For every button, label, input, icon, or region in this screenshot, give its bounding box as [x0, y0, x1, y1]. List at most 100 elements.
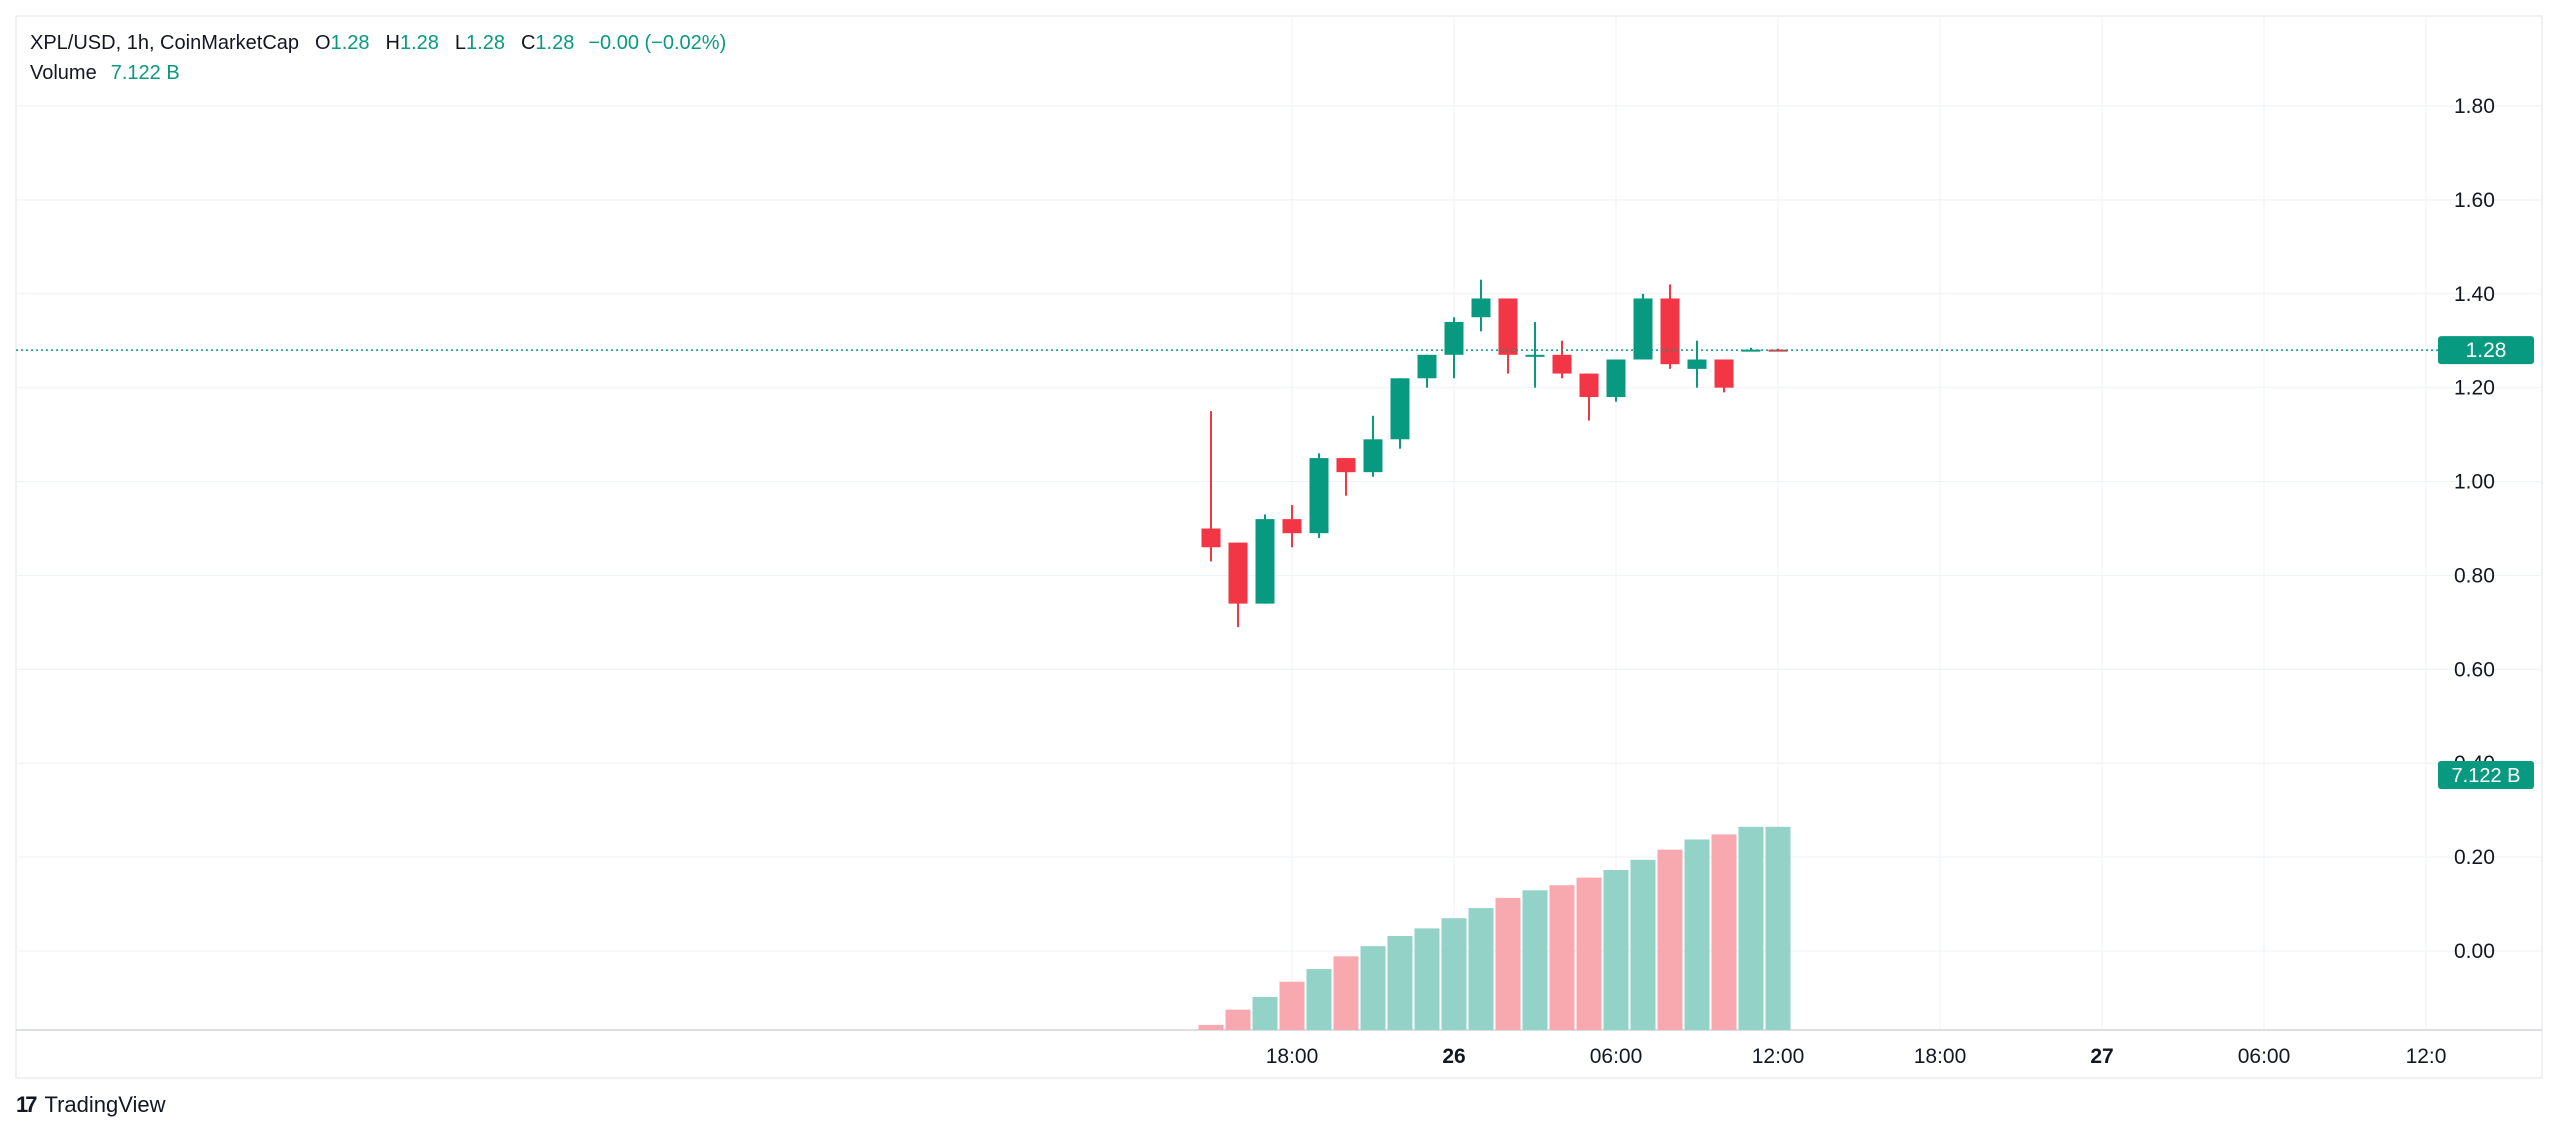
x-tick-label: 12:00: [1752, 1045, 1805, 1068]
volume-bar: [1198, 1024, 1224, 1030]
y-tick-label: 1.20: [2454, 377, 2495, 400]
candle: [1417, 354, 1437, 388]
volume-bar: [1306, 969, 1332, 1030]
x-tick-label: 18:00: [1914, 1045, 1967, 1068]
x-tick-label: 12:0: [2406, 1045, 2447, 1068]
candle: [1228, 542, 1248, 628]
candle: [1579, 373, 1599, 421]
y-tick-label: 0.80: [2454, 564, 2495, 587]
close-value: 1.28: [535, 32, 575, 54]
volume-bar: [1522, 890, 1548, 1030]
x-tick-label: 26: [1442, 1045, 1465, 1068]
low-label: L: [454, 32, 467, 54]
candle-body: [1579, 373, 1599, 398]
y-tick-label: 1.60: [2454, 189, 2495, 212]
candle: [1498, 298, 1518, 374]
price-axis[interactable]: 1.801.601.401.201.000.800.600.400.200.00: [2454, 95, 2495, 963]
change-value: −0.00 (−0.02%): [588, 32, 727, 54]
time-axis[interactable]: 18:00 26 06:00 12:00 18:00 27 06:00 12:0: [1266, 1045, 2447, 1068]
volume-bar: [1441, 918, 1467, 1030]
candle: [1255, 514, 1275, 604]
volume-bar: [1549, 885, 1575, 1030]
candle-body: [1471, 298, 1491, 318]
candle: [1606, 359, 1626, 402]
volume-bar: [1603, 869, 1629, 1030]
volume-bar: [1279, 981, 1305, 1030]
volume-bar: [1630, 859, 1656, 1030]
last-price-badge: 1.28: [2438, 336, 2534, 365]
candle: [1471, 279, 1491, 332]
y-tick-label: 1.00: [2454, 471, 2495, 494]
volume-bar: [1711, 834, 1737, 1030]
chart-frame: [15, 15, 2543, 1079]
ohlc-row: XPL/USD, 1h, CoinMarketCap O 1.28 H 1.28 L…: [30, 28, 726, 58]
candle: [1282, 505, 1302, 548]
last-volume-badge: 7.122 B: [2438, 761, 2534, 789]
candle-body: [1498, 298, 1518, 355]
candle-body: [1525, 354, 1545, 357]
candle: [1525, 321, 1545, 388]
candle: [1201, 411, 1221, 562]
candle-body: [1201, 528, 1221, 548]
high-label: H: [385, 32, 400, 54]
volume-bar: [1360, 946, 1386, 1030]
volume-bar: [1252, 996, 1278, 1030]
candle-body: [1714, 359, 1734, 388]
volume-bar: [1684, 839, 1710, 1030]
volume-bar: [1738, 826, 1764, 1030]
candle-body: [1255, 519, 1275, 604]
last-price-badge-text: 1.28: [2466, 339, 2507, 362]
candles: [1201, 279, 1788, 628]
volume-bar: [1468, 908, 1494, 1030]
candle: [1633, 293, 1653, 360]
x-tick-label: 27: [2090, 1045, 2113, 1068]
candle-body: [1363, 439, 1383, 473]
y-tick-label: 0.60: [2454, 658, 2495, 681]
open-label: O: [315, 32, 331, 54]
last-volume-badge-text: 7.122 B: [2452, 765, 2521, 787]
volume-bars: [1198, 826, 1791, 1030]
volume-value: 7.122 B: [110, 62, 180, 84]
low-value: 1.28: [466, 32, 505, 54]
tradingview-logo-text: TradingView: [44, 1092, 166, 1117]
candle: [1309, 453, 1329, 538]
axis-badges: 1.28 7.122 B: [2438, 336, 2534, 789]
candle-body: [1417, 354, 1437, 379]
candle: [1336, 458, 1356, 496]
volume-label[interactable]: Volume: [30, 62, 97, 84]
volume-bar: [1333, 956, 1359, 1030]
volume-bar: [1495, 897, 1521, 1030]
candle: [1390, 378, 1410, 449]
last-price-badge-bg: [2438, 336, 2534, 365]
last-volume-badge-bg: [2438, 761, 2534, 789]
y-tick-label: 0.20: [2454, 846, 2495, 869]
grid: [15, 15, 2543, 1079]
candle: [1444, 317, 1464, 379]
volume-row: Volume 7.122 B: [30, 58, 726, 88]
candle-body: [1336, 458, 1356, 473]
open-value: 1.28: [330, 32, 370, 54]
candle-body: [1633, 298, 1653, 360]
tradingview-logo-icon: 17: [16, 1092, 38, 1117]
symbol-title[interactable]: XPL/USD, 1h, CoinMarketCap: [30, 32, 300, 54]
candle-body: [1309, 458, 1329, 534]
candle: [1687, 340, 1707, 388]
y-tick-label: 1.40: [2454, 283, 2495, 306]
x-tick-label: 06:00: [1590, 1045, 1643, 1068]
volume-bar: [1657, 849, 1683, 1030]
tradingview-logo[interactable]: 17 TradingView: [16, 1092, 166, 1118]
candle-body: [1228, 542, 1248, 604]
chart-legend: XPL/USD, 1h, CoinMarketCap O 1.28 H 1.28 L…: [30, 28, 726, 88]
volume-bar: [1576, 877, 1602, 1030]
candle-body: [1552, 354, 1572, 374]
candle-body: [1687, 359, 1707, 369]
volume-bar: [1387, 936, 1413, 1030]
candle: [1363, 415, 1383, 477]
candle-body: [1282, 519, 1302, 534]
volume-bar: [1765, 826, 1791, 1030]
candle-body: [1444, 321, 1464, 355]
candle: [1660, 284, 1680, 369]
candle: [1714, 359, 1734, 393]
